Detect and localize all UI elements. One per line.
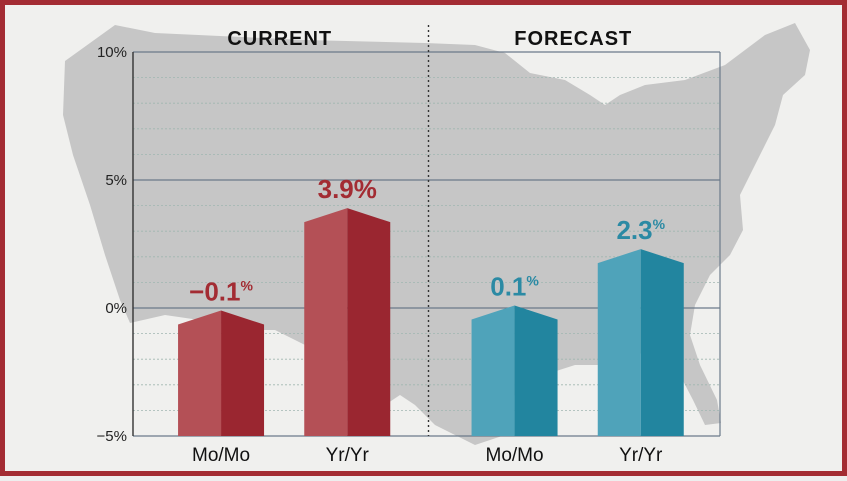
- usa-map-silhouette: [63, 23, 810, 445]
- category-labels: Mo/Mo Yr/Yr Mo/Mo Yr/Yr: [192, 445, 663, 466]
- category-label: Mo/Mo: [486, 445, 544, 466]
- data-label: 2.3%: [616, 215, 665, 245]
- panel-title: CURRENT: [227, 28, 332, 50]
- y-tick-label: 0%: [105, 300, 127, 317]
- bar-forecast-mo-mo-right: [514, 305, 558, 436]
- y-axis: 10% 5% 0% −5%: [97, 44, 127, 445]
- category-label: Mo/Mo: [192, 445, 250, 466]
- bar-current-yr-yr-right: [347, 208, 391, 436]
- bar-forecast-mo-mo-left: [471, 305, 515, 436]
- panel-titles: CURRENT FORECAST: [227, 28, 632, 50]
- y-tick-label: 5%: [105, 172, 127, 189]
- bar-forecast-yr-yr-right: [640, 249, 684, 436]
- category-label: Yr/Yr: [619, 445, 663, 466]
- bar-chart: 10% 5% 0% −5% CURRENT FORECAST −0.1% 3.9% 0.1%…: [63, 23, 810, 466]
- panel-title: FORECAST: [514, 28, 632, 50]
- category-label: Yr/Yr: [326, 445, 370, 466]
- data-label: 3.9%: [318, 174, 377, 204]
- bar-current-yr-yr-left: [304, 208, 348, 436]
- data-label: 0.1%: [490, 271, 539, 301]
- data-label: −0.1%: [189, 277, 253, 307]
- y-tick-label: −5%: [97, 428, 127, 445]
- chart-grid: [132, 25, 721, 437]
- bar-current-mo-mo-right: [221, 310, 265, 436]
- bar-current-mo-mo-left: [178, 310, 222, 436]
- bar-forecast-yr-yr-left: [597, 249, 641, 436]
- bars: −0.1% 3.9% 0.1% 2.3%: [178, 174, 684, 436]
- y-tick-label: 10%: [97, 44, 127, 61]
